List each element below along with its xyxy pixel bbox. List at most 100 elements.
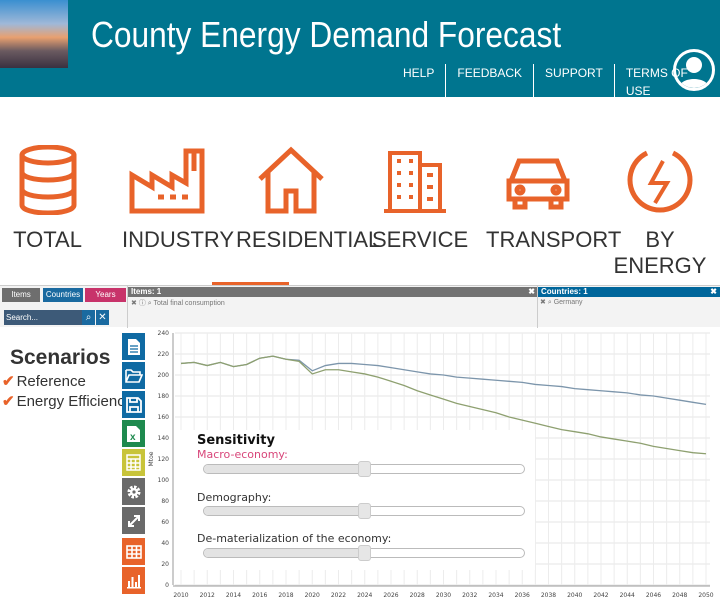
car-icon bbox=[506, 158, 570, 210]
y-tick-label: 0 bbox=[165, 582, 169, 589]
x-tick-label: 2034 bbox=[488, 592, 503, 599]
category-service[interactable]: SERVICE bbox=[372, 145, 468, 253]
sensitivity-panel: Sensitivity Macro-economy: Demography: D… bbox=[175, 430, 535, 570]
x-tick-label: 2024 bbox=[357, 592, 372, 599]
lightning-circle-icon bbox=[627, 150, 693, 213]
close-icon[interactable]: ✖ bbox=[710, 287, 717, 296]
city-photo bbox=[0, 0, 68, 68]
expand-icon[interactable] bbox=[122, 507, 145, 534]
info-icon[interactable]: ⓘ bbox=[138, 300, 146, 307]
calculator-icon[interactable] bbox=[122, 449, 145, 476]
items-box-header: Items: 1 ✖ bbox=[128, 287, 538, 297]
tab-items[interactable]: Items bbox=[2, 288, 40, 302]
countries-selected: ✖ ⌕ Germany bbox=[540, 298, 583, 307]
x-tick-label: 2012 bbox=[200, 592, 215, 599]
countries-box-header: Countries: 1 ✖ bbox=[538, 287, 720, 297]
remove-icon[interactable]: ✖ bbox=[131, 300, 137, 307]
scenarios-panel: Scenarios ✔ Reference ✔ Energy Efficiency bbox=[2, 346, 132, 410]
slider-thumb[interactable] bbox=[358, 503, 371, 519]
x-tick-label: 2040 bbox=[567, 592, 582, 599]
search-icon: ⌕ bbox=[547, 299, 552, 306]
open-folder-icon[interactable] bbox=[122, 362, 145, 389]
clear-icon[interactable]: ✕ bbox=[96, 310, 109, 325]
search-input[interactable]: Search... bbox=[4, 310, 82, 325]
x-tick-label: 2032 bbox=[462, 592, 477, 599]
category-label: SERVICE bbox=[372, 227, 469, 252]
x-tick-label: 2038 bbox=[541, 592, 556, 599]
x-tick-label: 2050 bbox=[698, 592, 713, 599]
slider-fill bbox=[204, 507, 364, 515]
x-tick-label: 2020 bbox=[305, 592, 320, 599]
category-industry[interactable]: INDUSTRY bbox=[122, 145, 234, 253]
close-icon[interactable]: ✖ bbox=[528, 287, 535, 296]
scenario-label: Energy Efficiency bbox=[16, 392, 133, 410]
y-tick-label: 20 bbox=[161, 561, 169, 568]
category-label: RESIDENTIAL bbox=[236, 227, 381, 252]
app-title: County Energy Demand Forecast bbox=[91, 14, 562, 55]
house-icon bbox=[258, 146, 324, 214]
search-icon: ⌕ bbox=[147, 300, 152, 307]
tab-years[interactable]: Years bbox=[85, 288, 126, 302]
y-tick-label: 240 bbox=[158, 330, 170, 337]
gear-icon[interactable] bbox=[122, 478, 145, 505]
scenario-energy-efficiency[interactable]: ✔ Energy Efficiency bbox=[2, 392, 133, 411]
x-tick-label: 2030 bbox=[436, 592, 451, 599]
category-residential[interactable]: RESIDENTIAL bbox=[236, 145, 380, 253]
bar-chart-icon[interactable] bbox=[122, 567, 145, 594]
nav-feedback[interactable]: FEEDBACK bbox=[445, 64, 533, 100]
x-tick-label: 2010 bbox=[173, 592, 188, 599]
nav-help[interactable]: HELP bbox=[403, 66, 435, 80]
table-icon[interactable] bbox=[122, 538, 145, 565]
y-tick-label: 100 bbox=[158, 477, 170, 484]
scenario-reference[interactable]: ✔ Reference bbox=[2, 372, 132, 391]
x-tick-label: 2028 bbox=[410, 592, 425, 599]
x-tick-label: 2018 bbox=[278, 592, 293, 599]
slider-fill bbox=[204, 465, 364, 473]
category-total[interactable]: TOTAL bbox=[10, 145, 85, 253]
series-line-energy-efficiency bbox=[180, 355, 707, 455]
excel-export-icon[interactable]: x bbox=[122, 420, 145, 447]
x-tick-label: 2046 bbox=[646, 592, 661, 599]
nav-support[interactable]: SUPPORT bbox=[533, 64, 614, 100]
items-count: Items: 1 bbox=[131, 287, 162, 296]
y-axis-label: Mtoe bbox=[148, 451, 155, 466]
countries-count: Countries: 1 bbox=[541, 287, 588, 296]
y-tick-label: 220 bbox=[158, 351, 170, 358]
slider-thumb[interactable] bbox=[358, 461, 371, 477]
remove-icon[interactable]: ✖ bbox=[540, 299, 546, 306]
category-label: BY ENERGY bbox=[613, 227, 707, 278]
nav-terms[interactable]: TERMS OF USE bbox=[613, 64, 720, 100]
items-selected: ✖ ⓘ ⌕ Total final consumption bbox=[131, 298, 225, 308]
category-transport[interactable]: TRANSPORT bbox=[486, 145, 621, 253]
filter-panel: Items Countries Years Search... ⌕ ✕ Item… bbox=[0, 285, 720, 328]
slider-label-demography: Demography: bbox=[197, 491, 272, 504]
slider-label-dematerialization: De-materialization of the economy: bbox=[197, 532, 392, 545]
search-icon[interactable]: ⌕ bbox=[82, 310, 95, 325]
factory-icon bbox=[129, 148, 205, 214]
macro-economy-slider[interactable] bbox=[203, 461, 525, 477]
category-label: TOTAL bbox=[13, 227, 82, 252]
y-tick-label: 180 bbox=[158, 393, 170, 400]
tab-countries[interactable]: Countries bbox=[43, 288, 83, 302]
category-label: TRANSPORT bbox=[486, 227, 622, 252]
category-label: INDUSTRY bbox=[122, 227, 235, 252]
country-value: Germany bbox=[553, 299, 583, 306]
demography-slider[interactable] bbox=[203, 503, 525, 519]
y-tick-label: 200 bbox=[158, 372, 170, 379]
save-icon[interactable] bbox=[122, 391, 145, 418]
document-icon[interactable] bbox=[122, 333, 145, 360]
top-nav: HELP FEEDBACK SUPPORT TERMS OF USE bbox=[398, 64, 720, 100]
svg-text:x: x bbox=[130, 432, 136, 443]
dematerialization-slider[interactable] bbox=[203, 545, 525, 561]
sensitivity-title: Sensitivity bbox=[197, 433, 275, 448]
user-avatar-icon[interactable] bbox=[673, 49, 715, 91]
slider-thumb[interactable] bbox=[358, 545, 371, 561]
slider-fill bbox=[204, 549, 364, 557]
x-tick-label: 2016 bbox=[252, 592, 267, 599]
check-icon: ✔ bbox=[2, 393, 15, 410]
x-tick-label: 2048 bbox=[672, 592, 687, 599]
x-tick-label: 2036 bbox=[515, 592, 530, 599]
category-by-energy[interactable]: BY ENERGY bbox=[610, 145, 710, 279]
scenario-label: Reference bbox=[16, 372, 86, 390]
x-tick-label: 2022 bbox=[331, 592, 346, 599]
